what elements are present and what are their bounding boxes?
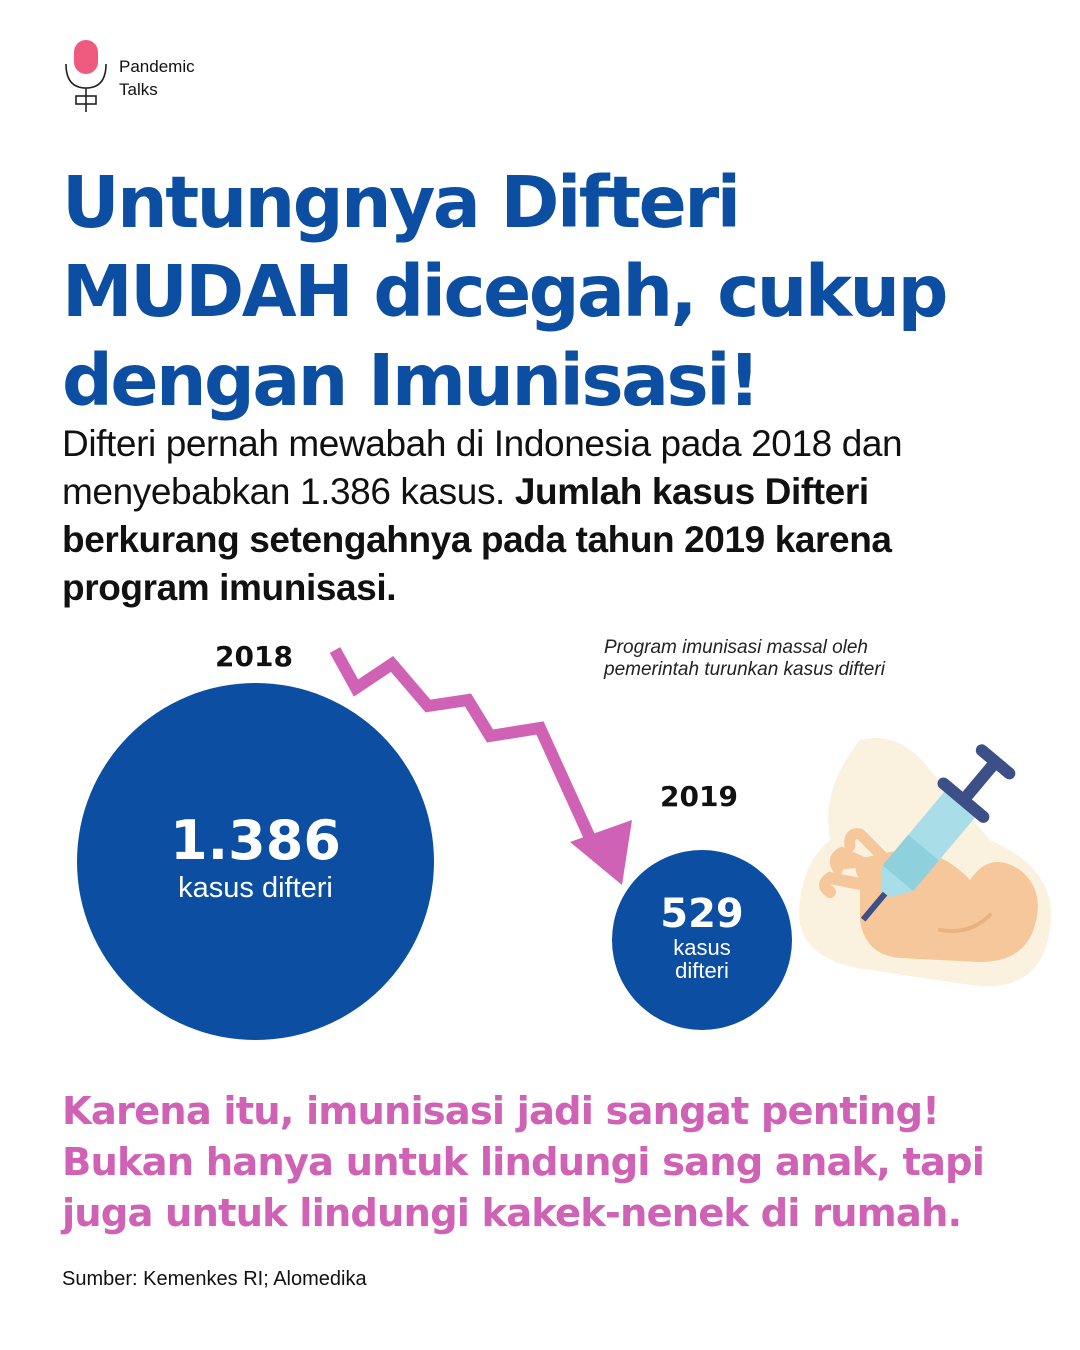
microphone-icon bbox=[65, 40, 107, 112]
source-citation: Sumber: Kemenkes RI; Alomedika bbox=[62, 1268, 367, 1290]
syringe-injecting-arm-icon bbox=[798, 738, 1052, 987]
closing-line-2: Bukan hanya untuk lindungi sang anak, ta… bbox=[62, 1140, 985, 1185]
cases-2019-value: 529 bbox=[660, 891, 744, 937]
cases-2019-circle: 529 kasus difteri bbox=[612, 850, 792, 1030]
intro-paragraph: Difteri pernah mewabah di Indonesia pada… bbox=[62, 420, 1022, 612]
brand-logo: Pandemic Talks bbox=[62, 38, 262, 118]
headline-line-1: Untungnya Difteri bbox=[62, 161, 741, 244]
brand-name: Pandemic Talks bbox=[119, 55, 195, 101]
cases-2019-label: kasus difteri bbox=[673, 935, 731, 983]
intro-bold-text: Jumlah kasus Difteri berkurang setengahn… bbox=[62, 471, 892, 608]
year-label-2019: 2019 bbox=[660, 780, 738, 813]
year-label-2018: 2018 bbox=[215, 640, 293, 673]
cases-2018-label: kasus difteri bbox=[178, 871, 333, 904]
closing-line-1: Karena itu, imunisasi jadi sangat pentin… bbox=[62, 1089, 940, 1134]
closing-line-3: juga untuk lindungi kakek-nenek di rumah… bbox=[62, 1191, 962, 1236]
closing-message: Karena itu, imunisasi jadi sangat pentin… bbox=[62, 1086, 1042, 1239]
headline-line-3: dengan Imunisasi! bbox=[62, 339, 761, 422]
headline-line-2: MUDAH dicegah, cukup bbox=[62, 250, 948, 333]
program-note: Program imunisasi massal oleh pemerintah… bbox=[604, 637, 885, 680]
cases-2018-value: 1.386 bbox=[170, 808, 341, 872]
intro-normal-text: Difteri pernah mewabah di Indonesia pada… bbox=[62, 423, 903, 512]
brand-line-2: Talks bbox=[119, 80, 158, 99]
headline: Untungnya Difteri MUDAH dicegah, cukup d… bbox=[62, 158, 1042, 425]
brand-line-1: Pandemic bbox=[119, 57, 195, 76]
cases-2018-circle: 1.386 kasus difteri bbox=[77, 683, 434, 1040]
